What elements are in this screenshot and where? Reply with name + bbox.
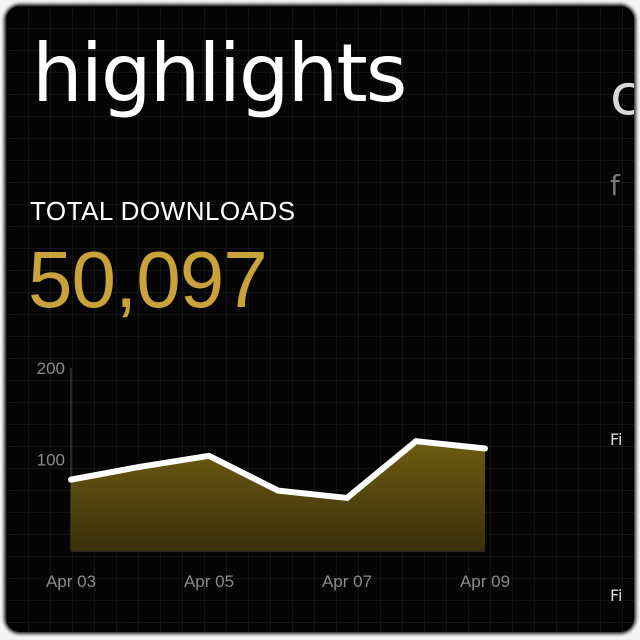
next-panel-row-label-2: Fi	[610, 586, 623, 605]
total-downloads-label: TOTAL DOWNLOADS	[30, 196, 296, 226]
downloads-area	[71, 441, 485, 551]
x-tick-label-apr-05: Apr 05	[184, 572, 234, 591]
data-point-apr-03	[68, 476, 74, 483]
data-point-apr-04	[137, 463, 143, 470]
x-tick-label-apr-03: Apr 03	[46, 572, 96, 591]
y-tick-label-100: 100	[37, 451, 65, 470]
y-tick-label-200: 200	[37, 359, 65, 378]
data-point-apr-09	[482, 445, 488, 452]
page-title: highlights	[32, 27, 407, 120]
total-downloads-value: 50,097	[28, 235, 268, 324]
data-point-apr-08	[413, 438, 419, 445]
next-panel-subtitle-peek: f	[610, 169, 620, 202]
next-panel-row-label-1: Fi	[610, 430, 623, 449]
next-panel-title-peek[interactable]: c	[610, 63, 634, 128]
x-tick-label-apr-07: Apr 07	[322, 572, 372, 591]
x-tick-label-apr-09: Apr 09	[460, 572, 510, 591]
data-point-apr-05	[206, 452, 212, 459]
data-point-apr-06	[275, 487, 281, 494]
data-point-apr-07	[344, 494, 350, 501]
